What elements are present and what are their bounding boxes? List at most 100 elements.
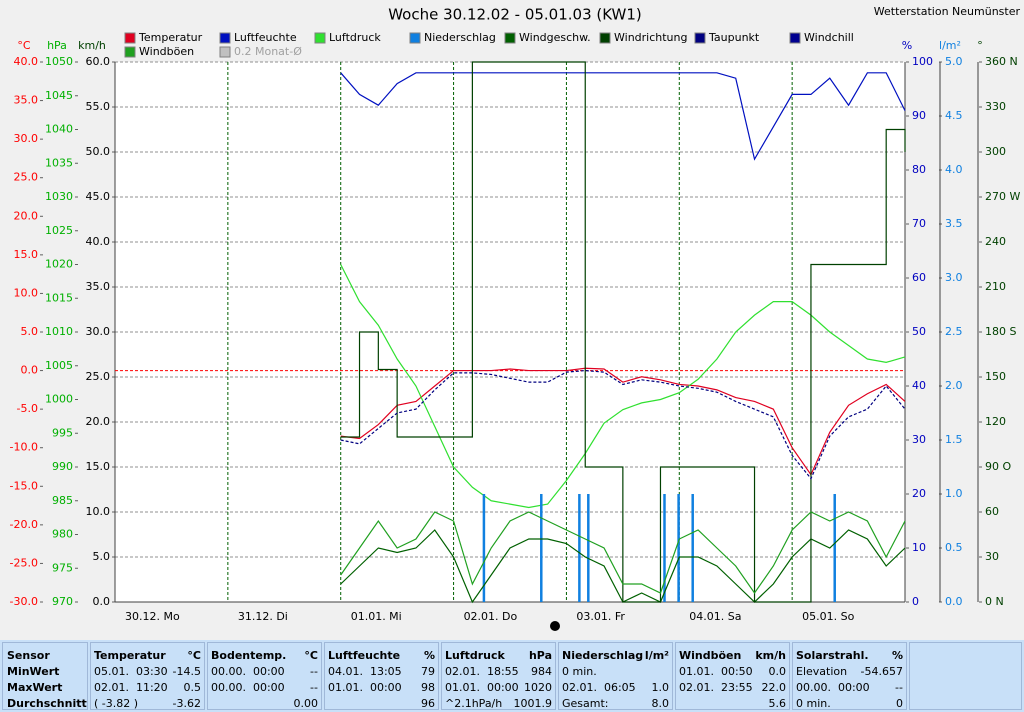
- tick-label: 0.0: [945, 595, 963, 608]
- column-title: Bodentemp.: [211, 649, 287, 662]
- tick-label: 70: [912, 217, 926, 230]
- tick-label: 0.5: [945, 541, 963, 554]
- tick-label: 1.5: [945, 433, 963, 446]
- tick-label: 300: [985, 145, 1006, 158]
- stats-cell: Gesamt:: [562, 697, 609, 710]
- x-tick-label: 30.12. Mo: [125, 610, 180, 623]
- tick-label: 2.5: [945, 325, 963, 338]
- tick-label: 10.0: [86, 505, 111, 518]
- tick-label: 35.0: [86, 280, 111, 293]
- tick-label: 10: [912, 541, 926, 554]
- stats-cell: 0.00: [293, 697, 319, 710]
- stats-cell: 8.0: [651, 697, 670, 710]
- tick-label: 1005: [45, 359, 73, 372]
- tick-label: 1020: [45, 258, 73, 271]
- stats-cell: 5.6: [768, 697, 787, 710]
- tick-label: 10.0: [14, 286, 39, 299]
- tick-label: 330: [985, 100, 1006, 113]
- column-unit: l/m²: [644, 649, 669, 662]
- stats-cell: 1.0: [651, 681, 670, 694]
- tick-label: 4.5: [945, 109, 963, 122]
- legend-swatch: [504, 32, 516, 44]
- stats-cell: 02.01. 23:55: [679, 681, 753, 694]
- row-label: Durchschnitt: [7, 697, 87, 710]
- column-unit: km/h: [755, 649, 786, 662]
- tick-label: 2.0: [945, 379, 963, 392]
- tick-label: 90: [912, 109, 926, 122]
- x-tick-label: 05.01. So: [802, 610, 854, 623]
- precip-bar: [677, 494, 680, 602]
- legend-label: Luftfeuchte: [234, 31, 297, 44]
- stats-cell: -54.657: [860, 665, 903, 678]
- tick-label: 20: [912, 487, 926, 500]
- tick-label: 80: [912, 163, 926, 176]
- legend-label: Windgeschw.: [519, 31, 591, 44]
- x-tick-label: 04.01. Sa: [689, 610, 741, 623]
- tick-label: 5.0: [21, 325, 39, 338]
- tick-label: -25.0: [10, 556, 38, 569]
- stats-panel: Solarstrahl.% Elevation -54.657 00.00. 00:0…: [792, 642, 907, 710]
- precip-bar: [482, 494, 486, 602]
- chart: Woche 30.12.02 - 05.01.03 (KW1) Wetterst…: [10, 5, 1020, 631]
- stats-cell: Elevation: [796, 665, 848, 678]
- legend-label: Luftdruck: [329, 31, 381, 44]
- tick-label: 30.0: [14, 132, 39, 145]
- tick-label: 30: [912, 433, 926, 446]
- tick-label: 995: [52, 426, 73, 439]
- stats-cell: 00.00. 00:00: [211, 665, 285, 678]
- tick-label: 30.0: [86, 325, 111, 338]
- axis-unit: km/h: [78, 39, 106, 52]
- series-line: [340, 369, 906, 480]
- stats-cell: 00.00. 00:00: [211, 681, 285, 694]
- axis-unit: %: [902, 39, 912, 52]
- tick-label: 120: [985, 415, 1006, 428]
- column-title: Luftfeuchte: [328, 649, 401, 662]
- tick-label: 1045: [45, 89, 73, 102]
- legend-swatch: [599, 32, 611, 44]
- column-unit: °C: [304, 649, 318, 662]
- precip-bar: [587, 494, 590, 602]
- stats-cell: 02.01. 06:05: [562, 681, 636, 694]
- x-tick-label: 01.01. Mi: [351, 610, 402, 623]
- stats-cell: ^2.1hPa/h: [445, 697, 503, 710]
- tick-label: 0.0: [21, 364, 39, 377]
- column-title: Temperatur: [94, 649, 166, 662]
- legend-label: Windrichtung: [614, 31, 687, 44]
- tick-label: 0.0: [93, 595, 111, 608]
- tick-label: 5.0: [93, 550, 111, 563]
- tick-label: 975: [52, 561, 73, 574]
- precip-bar: [540, 494, 543, 602]
- legend-label: Taupunkt: [708, 31, 760, 44]
- tick-label: 100: [912, 55, 933, 68]
- tick-label: 30: [985, 550, 999, 563]
- stats-cell: --: [895, 681, 903, 694]
- tick-label: 1030: [45, 190, 73, 203]
- stats-panel: Niederschlag l/m² 0 min. 02.01. 06:05 1.0 Ges…: [558, 642, 673, 710]
- axis-unit: l/m²: [939, 39, 961, 52]
- series-line: [340, 61, 906, 603]
- stats-cell: 05.01. 03:30: [94, 665, 168, 678]
- tick-label: 4.0: [945, 163, 963, 176]
- legend-swatch: [789, 32, 801, 44]
- tick-label: 20.0: [14, 209, 39, 222]
- tick-label: 1025: [45, 224, 73, 237]
- stats-cell: 02.01. 18:55: [445, 665, 519, 678]
- stats-cell: 0: [896, 697, 903, 710]
- stats-panel: Luftdruck hPa 02.01. 18:55 984 01.01. 00:00 1…: [441, 642, 556, 710]
- tick-label: 20.0: [86, 415, 111, 428]
- legend-swatch: [219, 46, 231, 58]
- stats-cell: -14.5: [172, 665, 201, 678]
- series-line: [340, 511, 906, 595]
- chart-title: Woche 30.12.02 - 05.01.03 (KW1): [388, 6, 642, 24]
- tick-label: 3.5: [945, 217, 963, 230]
- tick-label: 60: [985, 505, 999, 518]
- column-unit: %: [423, 649, 435, 662]
- tick-label: 1035: [45, 156, 73, 169]
- legend-swatch: [124, 46, 136, 58]
- tick-label: 240: [985, 235, 1006, 248]
- tick-label: 55.0: [86, 100, 111, 113]
- column-unit: hPa: [528, 649, 552, 662]
- precip-bar: [833, 494, 836, 602]
- precip-bar: [578, 494, 581, 602]
